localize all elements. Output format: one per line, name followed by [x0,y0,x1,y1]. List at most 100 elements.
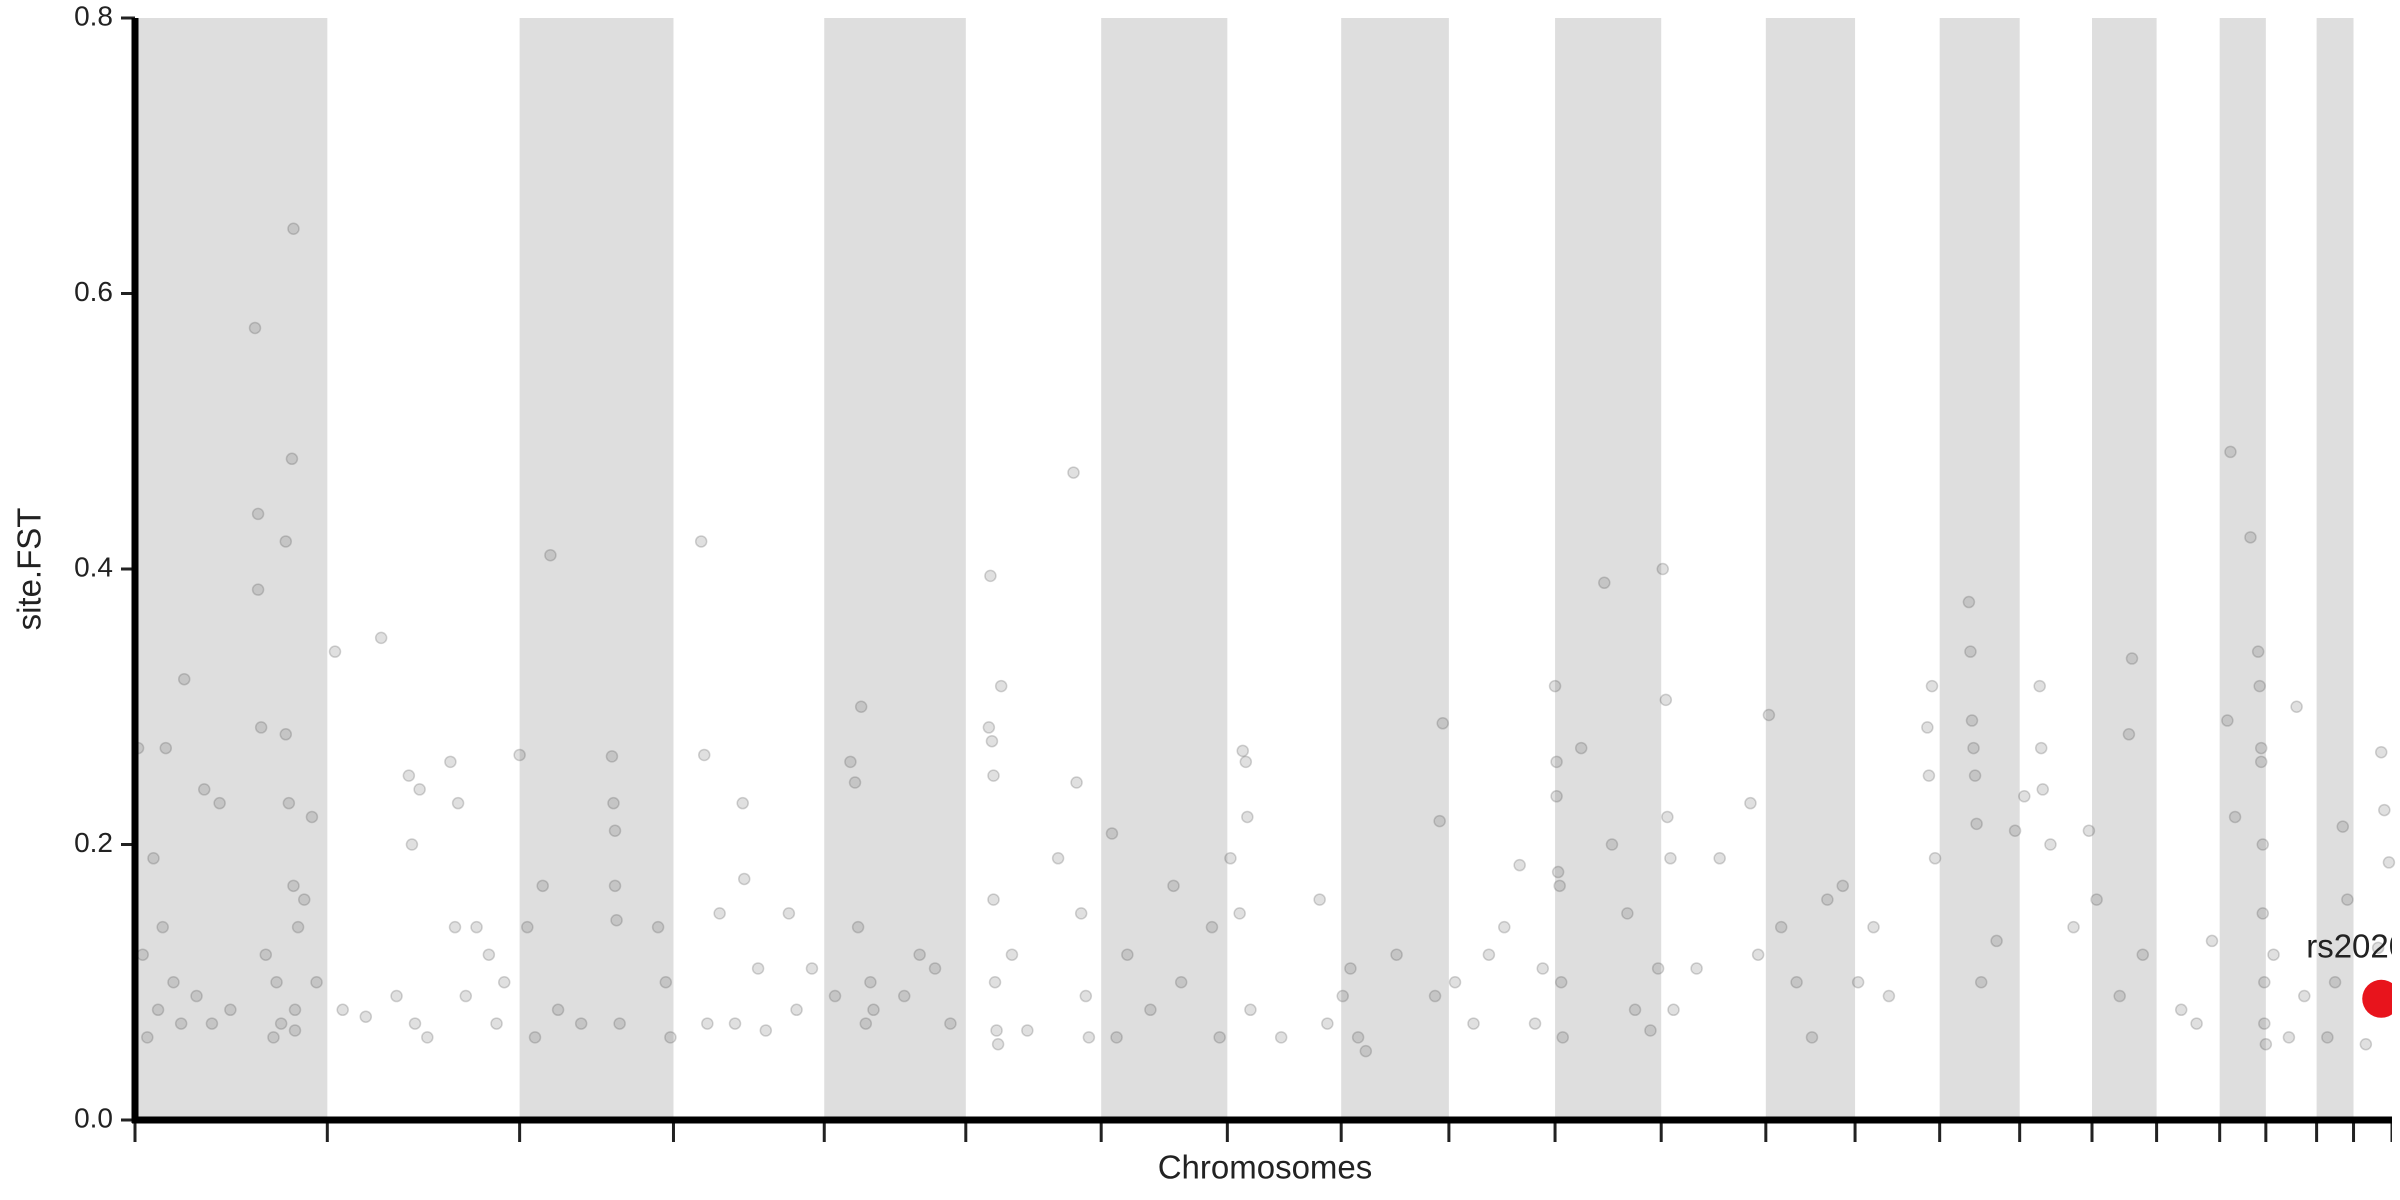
point [279,535,293,548]
point [408,1017,422,1030]
point [1867,920,1880,934]
point [2371,941,2385,955]
point [444,755,457,769]
point [1082,1031,1096,1044]
point [1448,976,1462,989]
point [1313,893,1326,906]
point [913,948,926,961]
point [664,1031,677,1044]
point [1144,1003,1157,1017]
y-axis-label: site.FST [11,508,48,631]
point [1628,1003,1642,1017]
point [1574,741,1588,755]
point [1964,645,1977,658]
point [1498,920,1511,934]
chromosome-band [2091,18,2157,1120]
point [1644,1024,1657,1037]
point [205,1017,219,1030]
point [521,920,534,934]
point [728,1017,742,1030]
point [1621,907,1634,920]
point [224,1003,237,1017]
point [1550,790,1563,803]
point [2122,728,2136,741]
point [867,1003,880,1017]
point [848,776,862,789]
point [651,920,665,934]
point [1928,852,1942,865]
point [751,962,765,975]
point [2258,1017,2271,1030]
point [1551,865,1565,879]
chromosome-band [1765,18,1856,1120]
point [513,748,526,762]
point [1664,852,1677,865]
point [1110,1031,1123,1044]
point [984,569,997,583]
point [2125,652,2139,665]
chromosome-band [1101,18,1228,1120]
point [1167,879,1180,893]
y-tick-label: 0.2 [74,827,113,858]
point [1921,721,1934,734]
point [328,645,342,658]
point [267,1031,280,1044]
point [2254,755,2268,769]
point [254,721,268,734]
point [1433,814,1446,828]
point [1970,817,1983,831]
point [2267,948,2280,961]
point [1553,879,1566,893]
point [2082,824,2096,837]
point [1244,1003,1257,1017]
point [1851,976,1865,989]
point [2067,920,2080,934]
point [990,1024,1003,1037]
point [287,222,300,236]
point [782,907,796,920]
point [544,548,557,562]
point [2282,1031,2296,1044]
point [1074,907,1088,920]
point [2254,741,2268,755]
point [1105,827,1119,840]
point [1213,1031,1226,1044]
point [147,852,160,865]
point [390,989,403,1003]
point [1651,962,1665,975]
point [177,672,191,686]
point [2258,976,2271,989]
point [1762,708,1776,722]
point [2090,893,2103,906]
point [1067,466,1080,479]
point [2190,1017,2203,1030]
point [291,920,305,934]
chromosome-band [519,18,674,1120]
point [2256,838,2270,851]
point [987,893,1000,906]
point [2033,679,2046,693]
point [2136,948,2150,961]
point [2298,989,2311,1003]
point [1070,776,1083,789]
point [991,1037,1005,1051]
point [659,976,673,989]
point [1974,976,1988,989]
point [197,783,211,796]
point [713,907,726,920]
point [2321,1031,2334,1044]
point [607,796,620,810]
axes: 0.0 0.2 0.4 0.6 0.8 rs2020 [74,0,2392,1142]
point [2378,803,2391,817]
point [1351,1031,1365,1044]
point [790,1003,803,1017]
point [610,914,623,927]
point [1962,595,1976,609]
chromosome-band [1939,18,2020,1120]
point [2244,531,2257,544]
point [1482,948,1496,961]
point [274,1017,288,1030]
point [851,920,865,934]
point [1925,679,1939,693]
point [1774,920,1788,934]
